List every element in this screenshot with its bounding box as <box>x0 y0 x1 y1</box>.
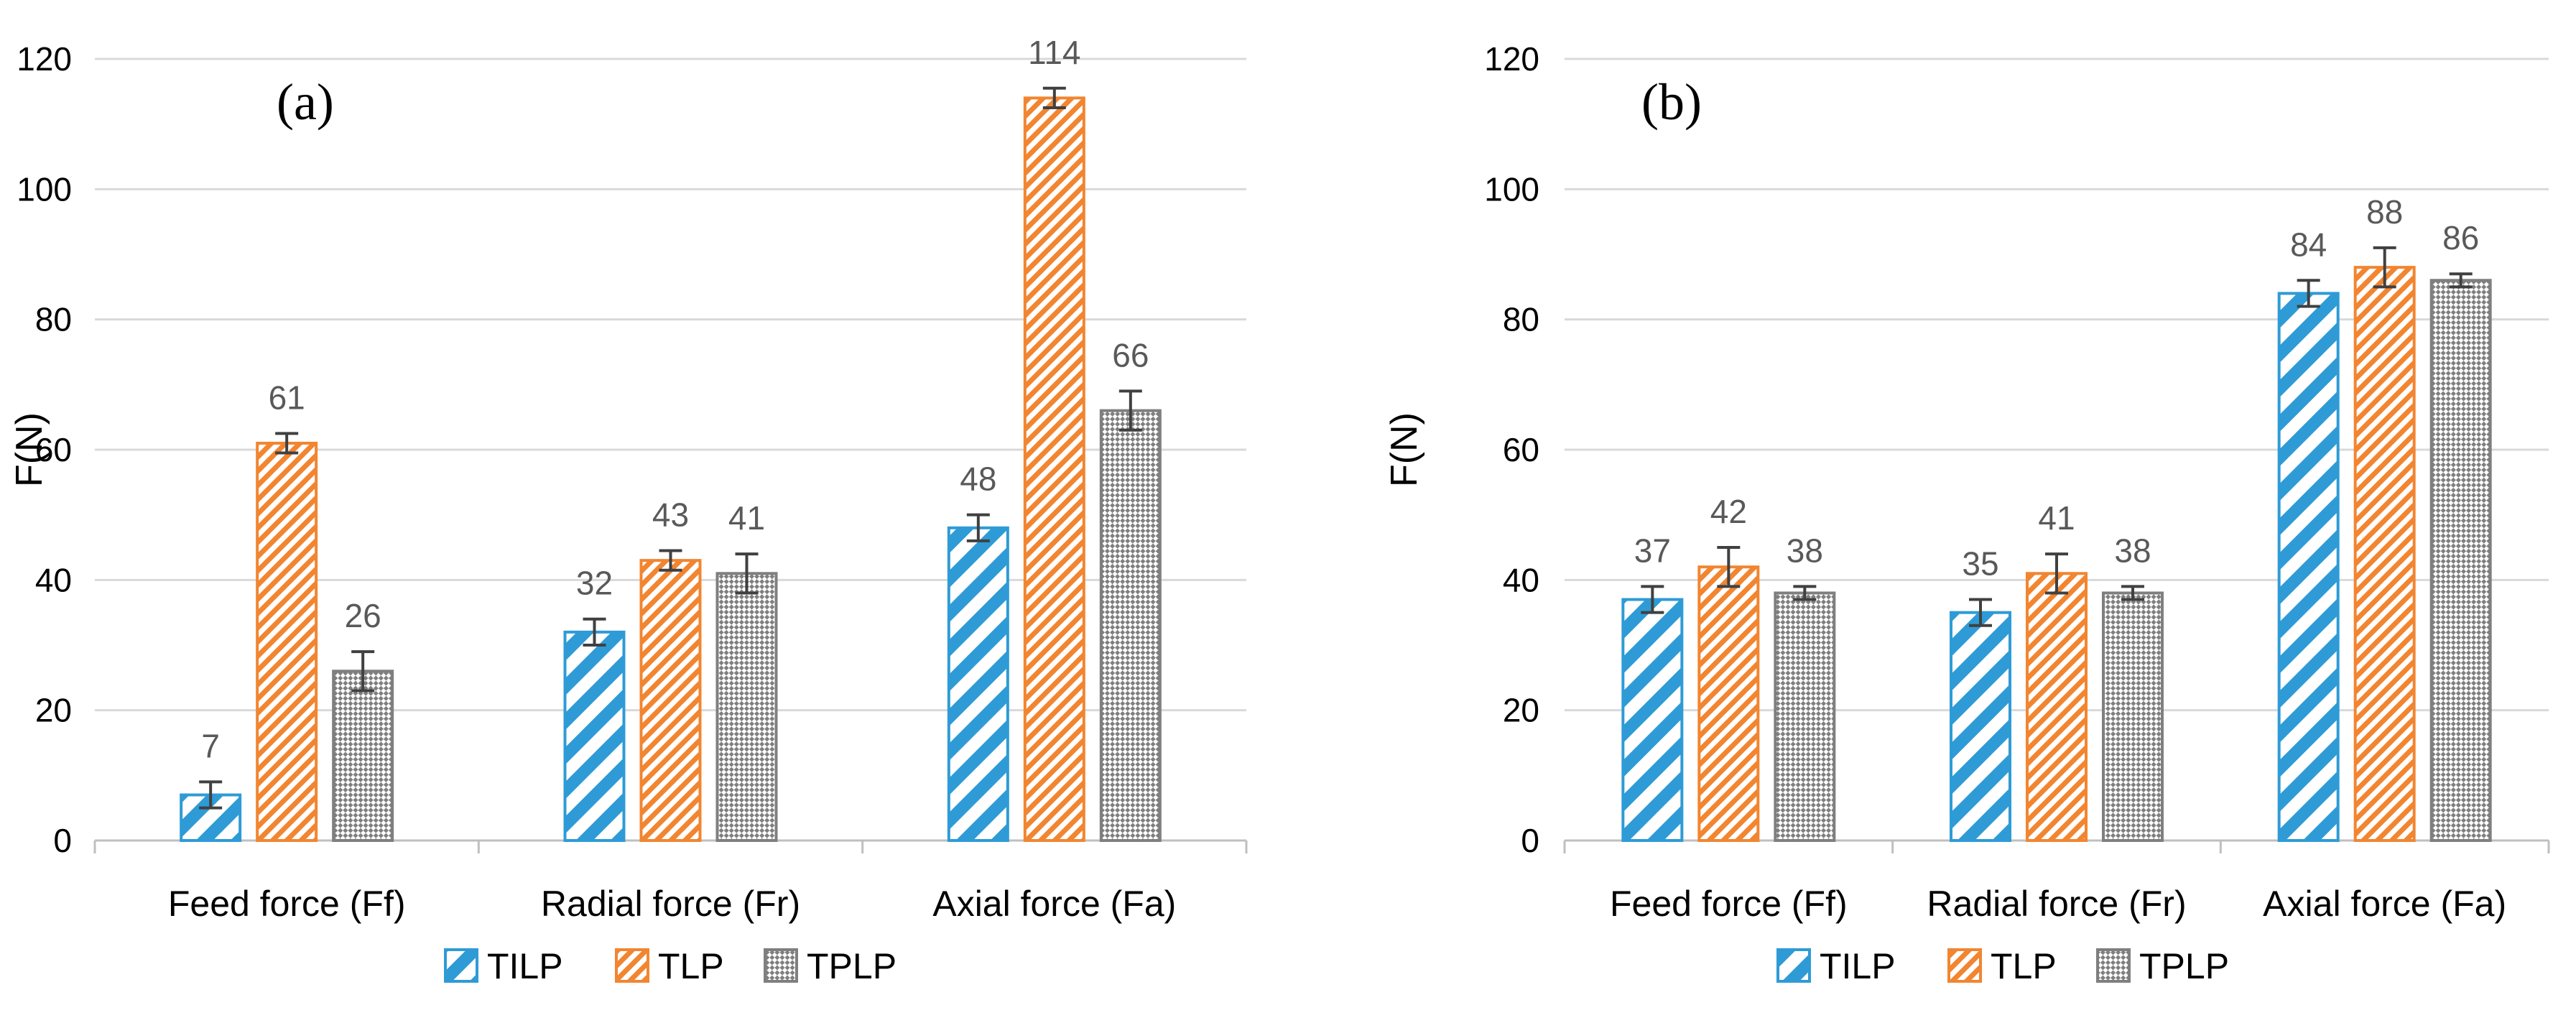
legend-swatch-tlp <box>1947 948 1982 983</box>
legend-label-tlp: TLP <box>658 946 724 986</box>
y-tick-label: 60 <box>35 431 72 468</box>
error-bar-tplp-feed-force-ff <box>351 650 375 693</box>
error-bar-tplp-axial-force-fa <box>2449 272 2473 289</box>
error-bar-tilp-axial-force-fa <box>2297 279 2320 308</box>
y-tick-label: 20 <box>1503 692 1539 729</box>
legend: TILP TLP TPLP <box>1776 946 2229 986</box>
data-label-tilp-feed-force-ff: 37 <box>1634 532 1671 569</box>
data-label-tplp-radial-force-fr: 41 <box>728 499 765 537</box>
y-tick-label: 0 <box>1521 822 1539 859</box>
y-tick-label: 60 <box>1503 431 1539 468</box>
legend-swatch-tlp <box>615 948 649 983</box>
bar-tilp-radial-force-fr <box>1950 611 2011 843</box>
legend-swatch-tplp <box>764 948 798 983</box>
bar-tlp-radial-force-fr <box>2026 572 2088 842</box>
x-category-label-feed-force-ff: Feed force (Ff) <box>168 884 406 924</box>
legend-swatch-tilp <box>444 948 478 983</box>
data-label-tilp-feed-force-ff: 7 <box>201 727 220 764</box>
x-category-label-axial-force-fa: Axial force (Fa) <box>932 884 1176 924</box>
x-category-label-feed-force-ff: Feed force (Ff) <box>1610 884 1848 924</box>
legend-label-tplp: TPLP <box>2139 946 2229 986</box>
data-label-tplp-axial-force-fa: 86 <box>2442 219 2479 256</box>
bar-tlp-feed-force-ff <box>1697 565 1760 842</box>
legend-label-tlp: TLP <box>1991 946 2057 986</box>
y-tick-label: 100 <box>1484 170 1539 208</box>
data-label-tplp-feed-force-ff: 26 <box>345 597 381 634</box>
data-label-tlp-feed-force-ff: 42 <box>1710 493 1747 530</box>
error-bar-tplp-radial-force-fr <box>2121 585 2144 601</box>
y-tick-label: 0 <box>53 822 72 859</box>
error-bar-tlp-axial-force-fa <box>1042 86 1066 109</box>
panel-label: (a) <box>277 73 334 131</box>
data-label-tlp-feed-force-ff: 61 <box>269 379 305 416</box>
data-label-tilp-radial-force-fr: 32 <box>576 565 613 602</box>
bar-tplp-axial-force-fa <box>2429 279 2492 842</box>
error-bar-tplp-radial-force-fr <box>735 552 759 595</box>
error-bar-tilp-radial-force-fr <box>1969 598 1992 627</box>
bar-tilp-axial-force-fa <box>2277 292 2340 842</box>
bar-tplp-axial-force-fa <box>1099 409 1162 842</box>
x-category-label-axial-force-fa: Axial force (Fa) <box>2263 884 2506 924</box>
y-tick-label: 80 <box>35 301 72 338</box>
bar-tilp-axial-force-fa <box>947 526 1009 842</box>
error-bar-tlp-radial-force-fr <box>659 549 682 572</box>
legend-label-tilp: TILP <box>487 946 563 986</box>
data-label-tilp-radial-force-fr: 35 <box>1962 545 1998 583</box>
legend-swatch-tilp <box>1776 948 1811 983</box>
error-bar-tilp-axial-force-fa <box>966 513 990 542</box>
chart-panel-b: 0 20 40 60 80 100 120 Feed force (Ff) Radial for… <box>1384 40 2550 986</box>
bar-tlp-axial-force-fa <box>1023 96 1085 842</box>
error-bar-tlp-feed-force-ff <box>1717 546 1741 588</box>
data-label-tlp-radial-force-fr: 41 <box>2038 499 2075 537</box>
bar-tplp-feed-force-ff <box>1774 591 1836 842</box>
legend: TILP TLP TPLP <box>444 946 896 986</box>
bar-tilp-feed-force-ff <box>1621 598 1684 842</box>
data-label-tlp-axial-force-fa: 88 <box>2366 193 2403 231</box>
y-axis-label: F(N) <box>1384 412 1425 487</box>
bar-tilp-radial-force-fr <box>563 630 626 842</box>
y-tick-label: 40 <box>35 561 72 598</box>
chart-panel-a: 0 20 40 60 80 100 120 Feed force (Ff) Radial for… <box>9 34 1248 986</box>
error-bar-tilp-feed-force-ff <box>199 780 223 810</box>
bar-tplp-radial-force-fr <box>715 572 778 842</box>
legend-swatch-tplp <box>2096 948 2131 983</box>
data-label-tlp-axial-force-fa: 114 <box>1028 34 1080 71</box>
bar-tlp-axial-force-fa <box>2353 266 2416 842</box>
data-label-tplp-feed-force-ff: 38 <box>1787 532 1823 569</box>
data-label-tlp-radial-force-fr: 43 <box>652 496 689 534</box>
data-label-tilp-axial-force-fa: 48 <box>960 460 996 498</box>
error-bar-tilp-feed-force-ff <box>1641 585 1664 614</box>
x-category-label-radial-force-fr: Radial force (Fr) <box>1927 884 2186 924</box>
bar-tlp-radial-force-fr <box>639 559 702 843</box>
panel-label: (b) <box>1641 73 1702 131</box>
y-tick-label: 120 <box>17 40 72 78</box>
y-tick-label: 20 <box>35 692 72 729</box>
y-axis-label: F(N) <box>9 412 50 487</box>
data-label-tplp-radial-force-fr: 38 <box>2114 532 2151 569</box>
bar-tlp-feed-force-ff <box>256 441 318 842</box>
y-tick-label: 80 <box>1503 301 1539 338</box>
error-bar-tilp-radial-force-fr <box>583 617 606 647</box>
legend-label-tplp: TPLP <box>807 946 896 986</box>
error-bar-tlp-feed-force-ff <box>275 432 299 455</box>
error-bar-tplp-axial-force-fa <box>1118 389 1142 432</box>
error-bar-tlp-axial-force-fa <box>2373 246 2396 289</box>
error-bar-tlp-radial-force-fr <box>2045 552 2068 595</box>
y-tick-label: 100 <box>17 170 72 208</box>
legend-label-tilp: TILP <box>1820 946 1896 986</box>
bar-tplp-feed-force-ff <box>332 670 394 842</box>
error-bar-tplp-feed-force-ff <box>1793 585 1817 601</box>
y-tick-label: 120 <box>1484 40 1539 78</box>
data-label-tilp-axial-force-fa: 84 <box>2290 226 2327 263</box>
y-tick-label: 40 <box>1503 561 1539 598</box>
bar-tplp-radial-force-fr <box>2102 591 2164 842</box>
bar-tilp-feed-force-ff <box>180 793 242 842</box>
data-label-tplp-axial-force-fa: 66 <box>1112 336 1149 374</box>
x-category-label-radial-force-fr: Radial force (Fr) <box>541 884 800 924</box>
